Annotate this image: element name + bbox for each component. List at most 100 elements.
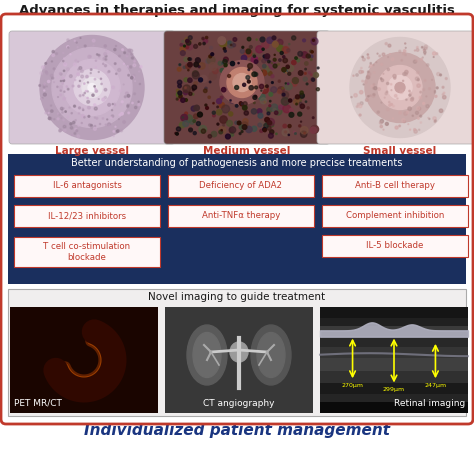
Circle shape xyxy=(220,61,264,105)
Circle shape xyxy=(186,40,191,45)
Circle shape xyxy=(134,93,136,95)
Circle shape xyxy=(412,115,413,116)
Circle shape xyxy=(210,81,211,83)
Circle shape xyxy=(295,57,297,59)
Circle shape xyxy=(255,71,261,76)
Circle shape xyxy=(304,132,305,134)
Circle shape xyxy=(277,45,283,52)
Circle shape xyxy=(254,72,258,76)
Circle shape xyxy=(93,45,94,46)
Circle shape xyxy=(224,57,228,62)
FancyBboxPatch shape xyxy=(322,175,468,197)
Circle shape xyxy=(442,94,444,95)
Circle shape xyxy=(305,68,306,70)
Circle shape xyxy=(260,70,262,72)
Circle shape xyxy=(248,71,251,74)
Circle shape xyxy=(439,74,441,76)
Circle shape xyxy=(176,98,178,100)
Circle shape xyxy=(308,56,310,58)
Circle shape xyxy=(263,64,266,68)
Circle shape xyxy=(64,63,65,64)
Circle shape xyxy=(383,129,384,130)
Circle shape xyxy=(105,58,107,60)
Circle shape xyxy=(181,114,188,121)
Circle shape xyxy=(184,78,188,82)
Circle shape xyxy=(403,50,406,52)
Circle shape xyxy=(402,119,405,122)
Circle shape xyxy=(63,97,65,100)
Circle shape xyxy=(253,53,255,56)
Circle shape xyxy=(62,109,63,110)
Ellipse shape xyxy=(193,333,221,378)
Circle shape xyxy=(378,66,422,110)
Circle shape xyxy=(194,82,197,85)
Circle shape xyxy=(267,119,274,126)
Circle shape xyxy=(300,104,304,109)
Circle shape xyxy=(75,119,76,121)
Circle shape xyxy=(403,72,406,75)
Circle shape xyxy=(265,54,270,58)
Circle shape xyxy=(116,45,117,46)
Circle shape xyxy=(370,65,372,67)
Text: Better understanding of pathogenesis and more precise treatments: Better understanding of pathogenesis and… xyxy=(71,158,403,168)
Circle shape xyxy=(223,124,225,126)
Circle shape xyxy=(385,123,388,125)
Circle shape xyxy=(55,53,57,55)
Circle shape xyxy=(70,127,73,129)
Circle shape xyxy=(409,94,411,96)
Circle shape xyxy=(229,128,234,132)
Circle shape xyxy=(388,75,412,100)
Circle shape xyxy=(105,124,107,125)
Circle shape xyxy=(263,128,266,132)
Circle shape xyxy=(310,74,312,75)
Circle shape xyxy=(183,45,185,47)
Circle shape xyxy=(183,85,191,92)
Circle shape xyxy=(383,73,384,74)
Circle shape xyxy=(185,112,188,115)
Circle shape xyxy=(205,36,208,39)
Circle shape xyxy=(181,98,185,102)
Circle shape xyxy=(443,92,445,94)
Circle shape xyxy=(180,44,182,46)
Circle shape xyxy=(289,44,290,45)
Circle shape xyxy=(191,106,196,111)
Circle shape xyxy=(439,109,443,113)
Circle shape xyxy=(274,54,275,55)
Circle shape xyxy=(72,85,74,87)
Circle shape xyxy=(368,96,369,97)
Circle shape xyxy=(394,94,397,97)
Circle shape xyxy=(176,92,182,97)
Circle shape xyxy=(401,59,402,61)
Circle shape xyxy=(92,94,94,97)
Circle shape xyxy=(206,59,210,63)
Circle shape xyxy=(385,92,387,95)
Circle shape xyxy=(296,97,301,103)
Circle shape xyxy=(296,103,298,105)
Circle shape xyxy=(78,61,79,62)
Circle shape xyxy=(265,118,269,122)
Text: Advances in therapies and imaging for systemic vasculitis: Advances in therapies and imaging for sy… xyxy=(19,4,455,17)
Circle shape xyxy=(188,36,192,40)
Circle shape xyxy=(283,68,287,72)
Circle shape xyxy=(288,124,291,128)
Circle shape xyxy=(57,118,59,120)
Circle shape xyxy=(60,80,62,82)
Circle shape xyxy=(88,106,91,109)
Circle shape xyxy=(119,114,121,116)
Circle shape xyxy=(295,133,296,134)
Circle shape xyxy=(242,46,244,48)
Circle shape xyxy=(64,129,66,132)
Circle shape xyxy=(269,62,276,69)
Circle shape xyxy=(218,37,226,44)
Circle shape xyxy=(385,43,387,45)
Circle shape xyxy=(198,112,202,117)
Circle shape xyxy=(47,80,50,83)
Circle shape xyxy=(88,107,89,108)
Bar xyxy=(320,326,468,337)
Circle shape xyxy=(309,72,310,74)
Circle shape xyxy=(229,96,233,99)
Circle shape xyxy=(271,87,277,93)
Circle shape xyxy=(267,37,273,44)
Circle shape xyxy=(210,46,212,49)
Circle shape xyxy=(282,67,286,72)
